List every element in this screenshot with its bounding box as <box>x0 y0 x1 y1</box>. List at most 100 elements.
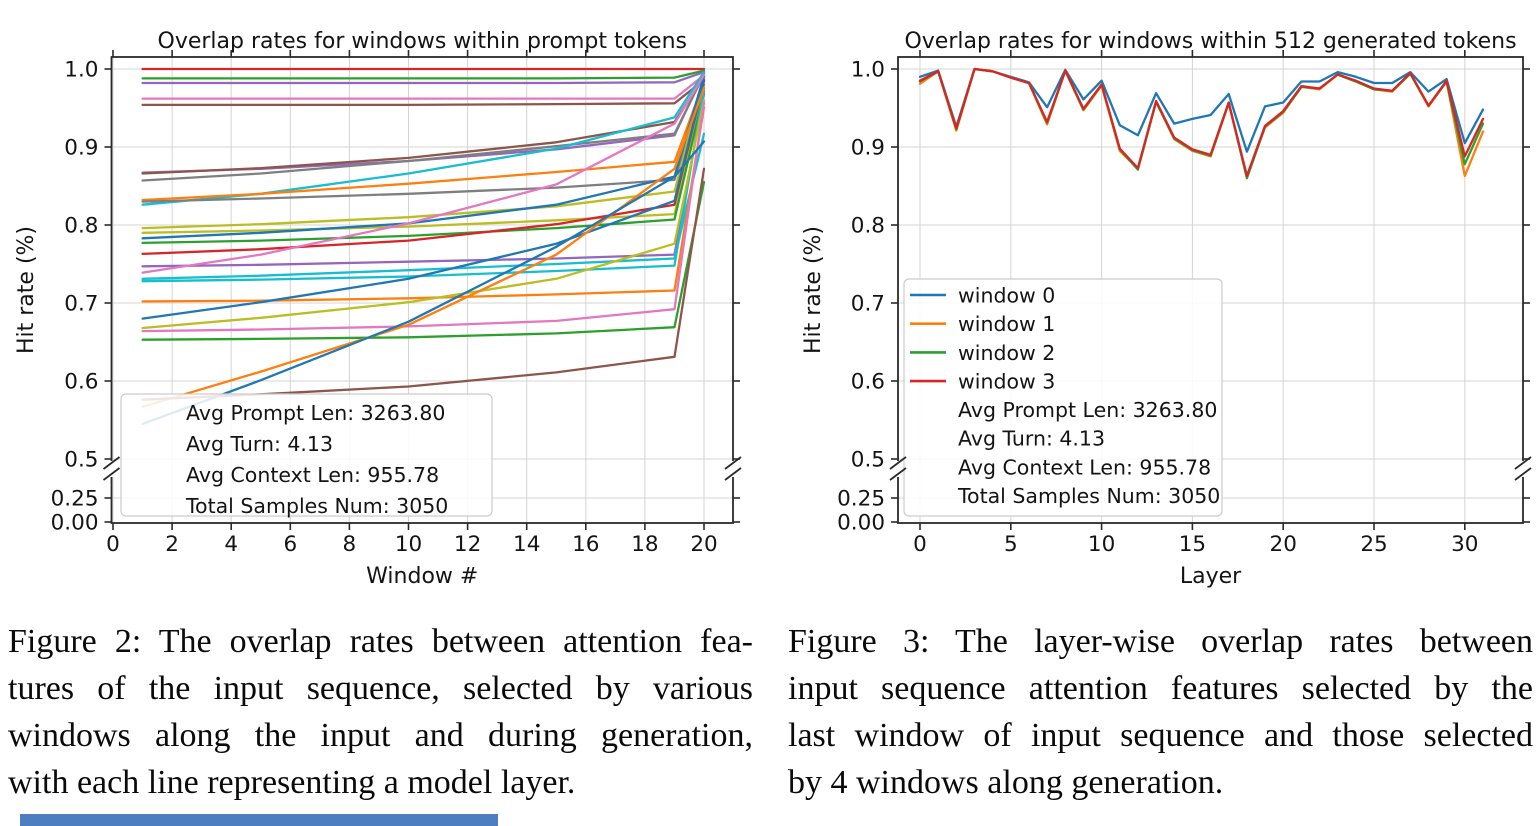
figure2-caption: Figure 2: The overlap rates between atte… <box>8 618 753 806</box>
series-line <box>141 88 706 234</box>
series-line <box>141 70 706 85</box>
legend-label: window 3 <box>958 370 1055 394</box>
y-tick-label: 0.25 <box>837 487 885 512</box>
x-tick-label: 18 <box>631 532 658 557</box>
series-line <box>141 167 706 401</box>
caption-line: by 4 windows along generation. <box>788 764 1224 801</box>
y-tick-label: 1.0 <box>64 58 98 83</box>
axis-break-gap <box>106 461 117 477</box>
series-line <box>141 80 706 202</box>
figure3-caption: Figure 3: The layer-wise overlap rates b… <box>788 618 1533 806</box>
x-tick-label: 30 <box>1451 532 1478 557</box>
figure2-plot: Avg Prompt Len: 3263.80 Avg Turn: 4.13 Avg… <box>14 29 742 589</box>
x-tick-label: 0 <box>106 532 120 557</box>
caption-line: with each line representing a model laye… <box>8 764 576 801</box>
series-line <box>141 83 706 203</box>
series-line <box>141 140 706 426</box>
series-line <box>141 78 706 320</box>
axis-break-gap <box>728 461 738 477</box>
x-tick-label: 5 <box>1004 532 1018 557</box>
data-lines <box>918 67 1485 180</box>
stats-annotation-line: Avg Turn: 4.13 <box>958 427 1105 451</box>
y-tick-label: 1.0 <box>851 58 885 83</box>
series-line <box>141 106 706 303</box>
series-line <box>141 74 706 100</box>
y-tick-label: 0.9 <box>64 136 98 161</box>
x-tick-label: 10 <box>1088 532 1115 557</box>
axis-break-slash <box>102 467 121 481</box>
y-tick-label: 0.7 <box>64 292 98 317</box>
stats-annotation-line: Avg Prompt Len: 3263.80 <box>186 401 445 425</box>
x-tick-label: 15 <box>1179 532 1206 557</box>
partial-next-figure-strip <box>20 814 498 826</box>
y-tick-label: 0.00 <box>837 511 885 536</box>
series-line <box>141 71 706 174</box>
tick-marks <box>104 50 740 530</box>
y-tick-label: 0.8 <box>851 214 885 239</box>
y-tick-label: 0.7 <box>851 292 885 317</box>
stats-annotation-line: Avg Prompt Len: 3263.80 <box>958 398 1217 422</box>
x-tick-label: 10 <box>395 532 422 557</box>
series-line <box>141 101 706 333</box>
series-line <box>141 73 706 182</box>
axis-break-slash <box>889 467 907 481</box>
legend-label: window 0 <box>958 284 1055 308</box>
caption-line: windows along the input and during gener… <box>8 717 753 754</box>
x-tick-label: 0 <box>913 532 927 557</box>
x-tick-label: 20 <box>1270 532 1297 557</box>
series-line <box>918 67 1485 178</box>
series-line <box>141 77 706 230</box>
caption-line: tures of the input sequence, selected by… <box>8 670 753 707</box>
axis-break-slash <box>889 456 907 470</box>
stats-annotation-line: Total Samples Num: 3050 <box>185 494 448 518</box>
y-tick-label: 0.00 <box>51 511 99 536</box>
stats-annotation-line: Avg Turn: 4.13 <box>186 432 333 456</box>
legend-box <box>903 278 1223 517</box>
series-line <box>141 180 706 341</box>
axis-break-gap <box>1518 461 1528 477</box>
x-tick-label: 4 <box>224 532 238 557</box>
figure3-plot: window 0 window 1 window 2 window 3 Avg Prom… <box>801 29 1532 589</box>
y-tick-label: 0.25 <box>51 487 99 512</box>
series-line <box>141 78 706 107</box>
legend-label: window 2 <box>958 341 1055 365</box>
y-tick-label: 0.6 <box>851 370 885 395</box>
stats-annotation-line: Avg Context Len: 955.78 <box>958 455 1211 479</box>
x-tick-label: 25 <box>1360 532 1387 557</box>
y-tick-label: 0.8 <box>64 214 98 239</box>
series-line <box>141 87 706 283</box>
y-tick-label: 0.5 <box>851 448 885 473</box>
x-tick-label: 12 <box>454 532 481 557</box>
x-axis-label: Layer <box>1180 564 1242 589</box>
data-lines <box>141 67 706 426</box>
caption-line: Figure 2: The overlap rates between atte… <box>8 623 753 660</box>
x-tick-label: 16 <box>572 532 599 557</box>
y-tick-label: 0.5 <box>64 448 98 473</box>
y-tick-label: 0.9 <box>851 136 885 161</box>
x-tick-label: 20 <box>690 532 717 557</box>
x-tick-label: 14 <box>513 532 540 557</box>
series-line <box>918 67 1485 153</box>
series-line <box>141 74 706 240</box>
tick-marks <box>891 50 1530 530</box>
x-tick-label: 6 <box>283 532 297 557</box>
x-tick-label: 2 <box>165 532 179 557</box>
axis-break-slash <box>1514 467 1532 481</box>
stats-annotation-line: Avg Context Len: 955.78 <box>186 463 439 487</box>
axis-break-gap <box>893 461 903 477</box>
series-line <box>141 69 706 80</box>
stats-annotation-line: Total Samples Num: 3050 <box>957 484 1220 508</box>
x-tick-label: 8 <box>343 532 357 557</box>
charts-canvas: Avg Prompt Len: 3263.80 Avg Turn: 4.13 Avg… <box>14 29 1532 589</box>
axis-break-slash <box>102 456 121 470</box>
legend-label: window 1 <box>958 312 1055 336</box>
series-line <box>141 74 706 274</box>
y-axis-label: Hit rate (%) <box>801 226 826 354</box>
y-axis-label: Hit rate (%) <box>14 226 39 354</box>
stats-annotation-box <box>120 393 493 517</box>
series-line <box>141 86 706 408</box>
plot-title: Overlap rates for windows within prompt … <box>158 29 687 54</box>
axes-spines <box>110 56 734 524</box>
x-axis-label: Window # <box>366 564 478 589</box>
